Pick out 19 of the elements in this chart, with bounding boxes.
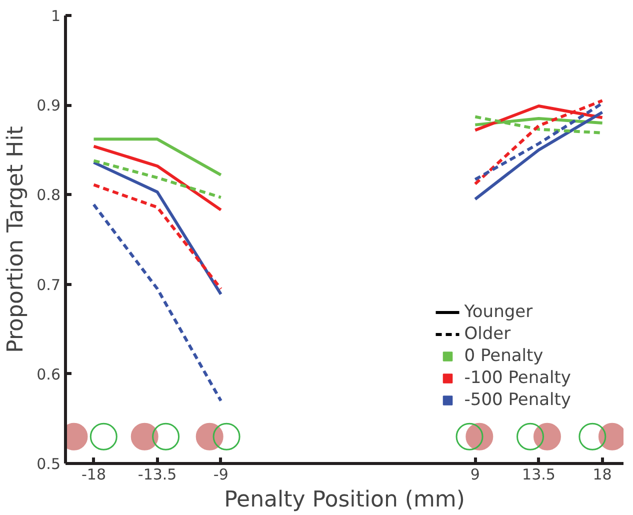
legend-label: 0 Penalty <box>464 345 544 367</box>
x-tick-label: -9 <box>213 466 228 484</box>
y-tick-label: 0.7 <box>36 276 61 294</box>
x-tick-label: -13.5 <box>138 466 177 484</box>
legend-label: Younger <box>464 301 533 323</box>
y-tick-label: 0.8 <box>36 186 61 204</box>
y-tick-label: 0.9 <box>36 96 61 115</box>
y-axis-title: Proportion Target Hit <box>4 126 29 353</box>
x-tick-label: 13.5 <box>522 466 556 484</box>
legend-label: -100 Penalty <box>464 367 571 389</box>
y-tick-label: 0.6 <box>36 365 61 384</box>
x-tick-label: 18 <box>592 466 612 484</box>
x-tick-label: -18 <box>82 466 106 484</box>
legend-label: Older <box>464 323 511 345</box>
x-tick-label: 9 <box>470 466 480 484</box>
legend-label: -500 Penalty <box>464 389 571 411</box>
y-tick-label: 1 <box>50 7 61 25</box>
y-tick-label: 0.5 <box>36 455 61 473</box>
x-axis-title: Penalty Position (mm) <box>224 488 465 512</box>
